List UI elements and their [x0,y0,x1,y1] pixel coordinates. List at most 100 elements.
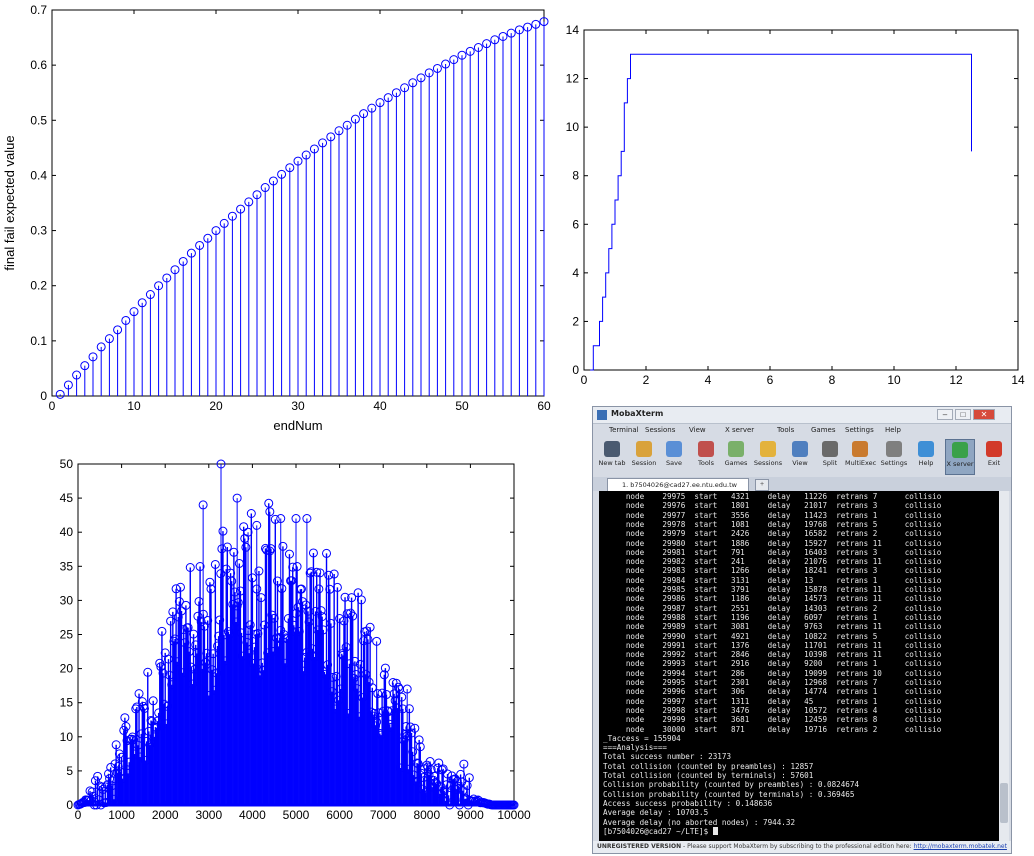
y-tick-label: 8 [572,169,579,183]
stem-marker [305,568,315,578]
terminal-line: node 29996 start 306 delay 14774 retrans… [603,687,942,697]
stem-marker [523,22,533,32]
stem-marker [72,370,82,380]
terminal-line: node 29975 start 4321 delay 11226 retran… [603,492,942,501]
toolbar-sessions-button[interactable]: Sessions [753,439,783,475]
stem-chart-distribution: 0 1000 2000 3000 4000 5000 6000 7000 8000 9000 100… [60,457,531,822]
tools-icon [698,441,714,457]
stem-marker [443,769,453,779]
toolbar-settings-button[interactable]: Settings [879,439,909,475]
stem-marker [284,549,294,559]
y-tick-label: 4 [572,266,579,280]
stem-marker [219,218,229,228]
scrollbar-thumb[interactable] [1000,783,1008,823]
terminal-output[interactable]: node 29975 start 4321 delay 11226 retran… [599,491,999,841]
stem-marker [104,769,114,779]
y-tick-label: 35 [60,559,74,573]
stem-marker [498,31,508,41]
toolbar-games-button[interactable]: Games [721,439,751,475]
toolbar-multiexec-button[interactable]: MultiExec [845,439,876,475]
tab-label: 1. b7504026@cad27.ee.ntu.edu.tw [622,481,737,489]
menu-item-settings[interactable]: Settings [845,426,874,434]
stem-marker [465,46,475,56]
toolbar-help-button[interactable]: Help [911,439,941,475]
stem-marker [539,17,549,27]
toolbar-split-button[interactable]: Split [815,439,845,475]
terminal-line: Average delay : 10703.5 [603,808,709,818]
stem-marker [401,721,411,731]
minimize-icon[interactable]: – [937,409,953,420]
stem-marker [408,747,418,757]
stem-marker [296,584,306,594]
terminal-line: Total collision (counted by terminals) :… [603,771,814,780]
close-icon[interactable]: ✕ [973,409,995,420]
menu-item-view[interactable]: View [689,426,706,434]
menu-item-terminal[interactable]: Terminal [609,426,639,434]
terminal-line: node 29985 start 3791 delay 15878 retran… [603,585,942,594]
menu-item-sessions[interactable]: Sessions [645,426,676,434]
menu-item-help[interactable]: Help [885,426,901,434]
stem-marker [217,544,227,554]
stem-marker [55,389,65,399]
menu-item-games[interactable]: Games [811,426,836,434]
stem-marker [198,500,208,510]
menu-item-x-server[interactable]: X server [725,426,755,434]
y-tick-label: 45 [60,491,74,505]
terminal-line: Collision probability (counted by preamb… [603,780,860,790]
terminal-scrollbar[interactable] [999,491,1009,841]
terminal-line: node 29982 start 241 delay 21076 retrans… [603,557,942,567]
terminal-line: node 29984 start 3131 delay 13 retrans 1… [603,575,942,585]
settings-icon [886,441,902,457]
status-link[interactable]: http://mobaxterm.mobatek.net [913,843,1007,850]
toolbar-new-tab-button[interactable]: New tab [597,439,627,475]
stem-marker [291,514,301,524]
stem-marker [329,569,339,579]
stem-marker [155,658,165,668]
stem-marker [244,197,254,207]
stem-marker [312,567,322,577]
toolbar-view-button[interactable]: View [785,439,815,475]
terminal-line: Total success number : 23173 [603,752,732,762]
stem-marker [424,68,434,78]
stem-marker [175,582,185,592]
stem-marker [129,735,139,745]
x-tick-label: 20 [209,399,223,413]
toolbar-tools-button[interactable]: Tools [691,439,721,475]
stem-marker [254,566,264,576]
save-icon [666,441,682,457]
stem-marker [180,638,190,648]
toolbar-x-server-button[interactable]: X server [945,439,975,475]
terminal-prompt[interactable]: [b7504026@cad27 ~/LTE]$ [603,826,718,836]
stem-marker [90,776,100,786]
stem-marker [174,597,184,607]
stem-marker [449,55,459,65]
stem-marker [166,616,176,626]
new-tab-icon[interactable]: + [755,479,769,491]
stem-marker [402,684,412,694]
stem-marker [178,256,188,266]
toolbar-label: Split [822,459,838,467]
stem-marker [348,611,358,621]
stem-marker [367,103,377,113]
stem-marker [229,547,239,557]
menu-item-tools[interactable]: Tools [777,426,795,434]
stem-marker [457,50,467,60]
toolbar-save-button[interactable]: Save [659,439,689,475]
stem-marker [215,615,225,625]
stem-marker [185,563,195,573]
stem-marker [111,740,121,750]
x-tick-label: 6000 [326,808,353,822]
x-tick-label: 2000 [152,808,179,822]
y-tick-label: 0.6 [30,58,47,72]
toolbar-session-button[interactable]: Session [629,439,659,475]
stem-marker [375,98,385,108]
stem-marker [414,735,424,745]
maximize-icon[interactable]: □ [955,409,971,420]
series-line [590,53,972,371]
stem-marker [137,298,147,308]
y-tick-label: 0 [40,389,47,403]
stem-marker [87,787,97,797]
toolbar-exit-button[interactable]: Exit [979,439,1009,475]
session-tab[interactable]: 1. b7504026@cad27.ee.ntu.edu.tw [607,478,749,491]
tab-bar: 1. b7504026@cad27.ee.ntu.edu.tw + [593,477,1011,491]
